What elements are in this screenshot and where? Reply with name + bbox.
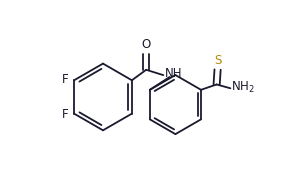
Text: F: F xyxy=(61,108,68,121)
Text: NH: NH xyxy=(165,67,182,80)
Text: NH$_2$: NH$_2$ xyxy=(231,80,255,95)
Text: F: F xyxy=(61,73,68,86)
Text: O: O xyxy=(142,38,151,51)
Text: S: S xyxy=(214,54,222,67)
